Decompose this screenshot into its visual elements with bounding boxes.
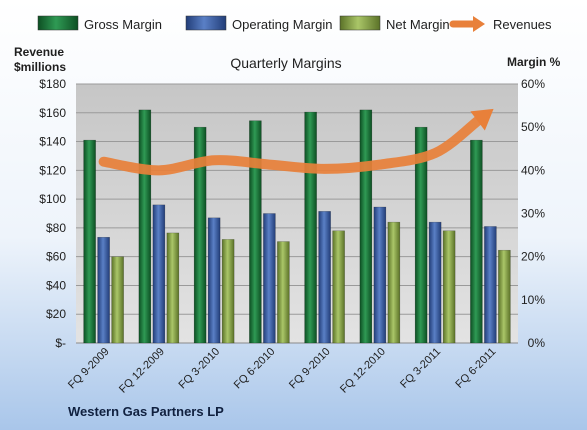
operating-margin-bar xyxy=(318,211,331,344)
revenues-legend-arrow xyxy=(473,16,485,32)
net-margin-bar xyxy=(221,239,235,344)
revenues-line xyxy=(98,115,483,176)
operating-margin-bar xyxy=(373,206,387,344)
operating-margin-bar xyxy=(152,204,166,344)
gross-margin-legend-swatch xyxy=(37,15,79,31)
revenue-line xyxy=(98,108,494,176)
left-tick-label: $140 xyxy=(39,135,66,149)
left-tick-label: $120 xyxy=(39,163,66,177)
revenues-arrowhead xyxy=(470,108,494,131)
operating-margin-bar xyxy=(207,217,221,344)
left-tick-label: $40 xyxy=(46,278,66,292)
chart-title: Quarterly Margins xyxy=(230,55,341,71)
operating-margin-bar xyxy=(428,221,442,344)
gross-margin-bar xyxy=(249,120,262,344)
net-margin-bar xyxy=(166,232,180,344)
left-axis-label-line2: $millions xyxy=(14,60,66,74)
right-tick-label: 20% xyxy=(521,250,545,264)
gross-margin-bar xyxy=(414,126,428,344)
left-tick-label: $- xyxy=(55,336,66,350)
revenues-legend-label: Revenues xyxy=(493,17,552,32)
left-tick-label: $80 xyxy=(46,221,66,235)
right-tick-label: 0% xyxy=(528,336,546,350)
gross-margin-bar xyxy=(304,111,317,344)
operating-margin-legend-label: Operating Margin xyxy=(232,17,332,32)
right-tick-label: 30% xyxy=(521,207,545,221)
net-margin-legend-label: Net Margin xyxy=(386,17,450,32)
right-axis-ticks: 0% 10% 20% 30% 40% 50% 60% xyxy=(521,77,545,350)
gross-margin-bar xyxy=(470,139,483,344)
right-tick-label: 50% xyxy=(521,120,545,134)
left-tick-label: $160 xyxy=(39,106,66,120)
gross-margin-bar xyxy=(83,139,96,344)
net-margin-bar xyxy=(332,230,345,344)
gross-margin-bar xyxy=(138,109,152,344)
left-tick-label: $20 xyxy=(46,307,66,321)
right-tick-label: 40% xyxy=(521,163,545,177)
right-tick-label: 10% xyxy=(521,293,545,307)
operating-margin-bar xyxy=(263,213,276,344)
net-margin-bar xyxy=(498,249,511,344)
net-margin-legend-swatch xyxy=(339,15,381,31)
gross-margin-bar xyxy=(193,126,207,344)
net-margin-bar xyxy=(442,230,456,344)
net-margin-bar xyxy=(277,241,290,344)
operating-margin-bar xyxy=(484,226,497,344)
left-tick-label: $180 xyxy=(39,77,66,91)
company-name: Western Gas Partners LP xyxy=(68,404,224,419)
right-tick-label: 60% xyxy=(521,77,545,91)
gross-margin-bar xyxy=(359,109,373,344)
gross-margin-legend-label: Gross Margin xyxy=(84,17,162,32)
left-axis-ticks: $- $20 $40 $60 $80 $100 $120 $140 $160 $180 xyxy=(39,77,66,350)
left-tick-label: $100 xyxy=(39,192,66,206)
right-axis-label: Margin % xyxy=(507,55,561,69)
left-axis-label-line1: Revenue xyxy=(14,45,64,59)
legend: Gross Margin Operating Margin Net Margin Re… xyxy=(37,15,552,32)
left-tick-label: $60 xyxy=(46,250,66,264)
operating-margin-bar xyxy=(97,236,110,344)
net-margin-bar xyxy=(111,256,124,344)
operating-margin-legend-swatch xyxy=(185,15,227,31)
net-margin-bar xyxy=(387,221,401,344)
